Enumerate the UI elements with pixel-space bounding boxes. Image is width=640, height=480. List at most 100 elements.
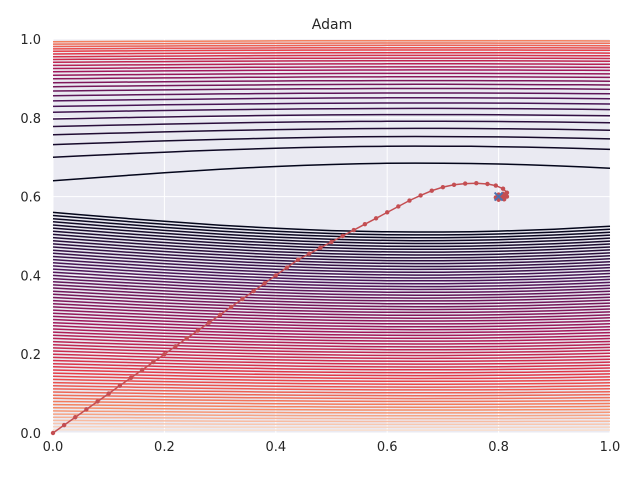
optimizer-path-point bbox=[340, 233, 345, 239]
contour-line bbox=[52, 284, 611, 299]
contour-line bbox=[52, 217, 611, 239]
contour-line bbox=[52, 340, 611, 351]
contour-line bbox=[52, 350, 611, 360]
contour-line bbox=[52, 59, 611, 63]
contour-line bbox=[52, 410, 611, 414]
contour-line bbox=[52, 236, 611, 256]
contour-line bbox=[52, 145, 611, 158]
contour-line bbox=[52, 287, 611, 302]
contour-line bbox=[52, 293, 611, 308]
optimizer-path-point bbox=[217, 312, 223, 317]
optimizer-path-point bbox=[429, 188, 434, 193]
optimizer-path-point bbox=[407, 198, 412, 203]
contour-line bbox=[52, 135, 611, 146]
contour-line bbox=[52, 334, 611, 345]
contour-line bbox=[52, 381, 611, 388]
contour-line bbox=[52, 76, 611, 80]
contour-line bbox=[52, 356, 611, 365]
x-tick-label: 0.2 bbox=[154, 440, 175, 455]
contour-line bbox=[52, 54, 611, 58]
optimizer-path-point bbox=[295, 257, 301, 262]
contour-line bbox=[52, 318, 611, 331]
contour-line bbox=[52, 369, 611, 377]
contour-line bbox=[52, 328, 611, 340]
contour-line bbox=[52, 69, 611, 73]
optimizer-path-point bbox=[206, 320, 212, 325]
optimizer-path-point bbox=[50, 430, 56, 436]
contour-line bbox=[52, 252, 611, 271]
contour-line bbox=[52, 312, 611, 325]
contour-line bbox=[52, 107, 611, 114]
optimizer-path-point bbox=[151, 359, 156, 365]
contour-lines bbox=[52, 39, 611, 431]
optimizer-path-point bbox=[240, 296, 245, 302]
optimizer-path-point bbox=[493, 183, 499, 188]
contour-line bbox=[52, 249, 611, 268]
optimizer-path-point bbox=[184, 336, 189, 341]
optimizer-path-point bbox=[84, 407, 89, 412]
contour-line bbox=[52, 337, 611, 348]
contour-line bbox=[52, 227, 611, 248]
optimizer-path-point bbox=[273, 273, 278, 278]
contour-line bbox=[52, 306, 611, 319]
contour-line bbox=[52, 211, 611, 233]
contour-line bbox=[52, 425, 610, 429]
contour-line bbox=[52, 403, 611, 408]
contour-line bbox=[52, 72, 611, 76]
contour-line bbox=[52, 271, 611, 288]
contour-line bbox=[52, 258, 611, 276]
contour-line bbox=[52, 290, 611, 305]
contour-line bbox=[52, 97, 611, 102]
x-tick-label: 0.4 bbox=[265, 440, 286, 455]
optimizer-path-point bbox=[373, 216, 379, 221]
contour-line bbox=[52, 127, 611, 136]
optimizer-path-point bbox=[128, 375, 134, 381]
optimizer-path-point bbox=[251, 288, 256, 294]
contour-line bbox=[52, 44, 611, 48]
optimizer-path-point bbox=[262, 281, 267, 286]
optimizer-path-point bbox=[440, 184, 446, 190]
optimizer-path-point bbox=[485, 181, 490, 187]
optimizer-path-point bbox=[329, 239, 334, 245]
contour-line bbox=[52, 83, 611, 88]
x-tick-label: 0.0 bbox=[43, 440, 64, 455]
optimizer-path-point bbox=[500, 186, 506, 191]
x-axis-ticks: 0.0 0.2 0.4 0.6 0.8 1.0 bbox=[43, 440, 621, 455]
contour-line bbox=[52, 277, 611, 294]
optimizer-path-point bbox=[362, 221, 368, 227]
optimizer-path-point bbox=[106, 391, 111, 396]
x-tick-label: 1.0 bbox=[600, 440, 621, 455]
contour-line bbox=[52, 353, 611, 362]
contour-line bbox=[52, 299, 611, 314]
contour-line bbox=[52, 49, 611, 52]
contour-line bbox=[52, 394, 611, 400]
y-tick-label: 0.8 bbox=[20, 112, 41, 127]
optimum-marker bbox=[493, 191, 504, 202]
contour-line bbox=[52, 375, 611, 383]
contour-line bbox=[52, 343, 611, 354]
contour-line bbox=[52, 303, 611, 317]
optimizer-path-point bbox=[95, 399, 100, 404]
optimizer-path-point bbox=[474, 181, 479, 186]
optimizer-path bbox=[50, 181, 510, 436]
optimizer-path-point bbox=[117, 383, 123, 388]
chart-title: Adam bbox=[312, 17, 352, 33]
optimum-marker-stroke bbox=[493, 191, 504, 202]
contour-line bbox=[52, 113, 611, 120]
contour-line bbox=[52, 321, 611, 334]
contour-line bbox=[52, 57, 611, 61]
contour-line bbox=[52, 255, 611, 273]
contour-line bbox=[52, 221, 611, 242]
y-axis-ticks: 0.0 0.2 0.4 0.6 0.8 1.0 bbox=[20, 33, 41, 442]
contour-line bbox=[52, 315, 611, 328]
contour-line bbox=[52, 400, 611, 406]
contour-line bbox=[52, 102, 611, 108]
contour-line bbox=[52, 66, 611, 70]
contour-line bbox=[52, 362, 611, 371]
y-tick-label: 1.0 bbox=[20, 33, 41, 48]
contour-line bbox=[52, 239, 611, 259]
contour-line bbox=[52, 87, 611, 92]
optimizer-path-point bbox=[451, 182, 457, 187]
contour-line bbox=[52, 265, 611, 282]
x-tick-label: 0.8 bbox=[488, 440, 509, 455]
